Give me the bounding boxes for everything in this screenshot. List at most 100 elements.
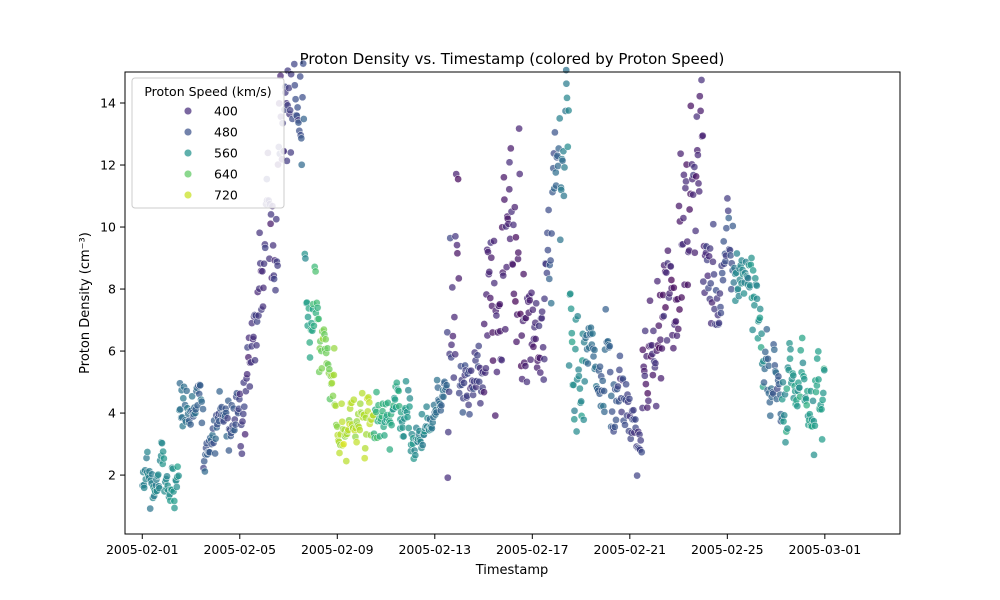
data-point [625,394,634,403]
data-point [657,374,665,383]
data-point [544,206,553,214]
y-tick-label: 10 [100,220,116,235]
data-point [491,411,500,420]
data-point [663,336,671,345]
data-point [238,417,247,426]
data-point [451,350,460,359]
legend-entry-label: 720 [214,188,238,203]
data-point [651,359,660,368]
data-point [539,375,548,384]
data-point [387,421,396,429]
legend-entries: 400 480 560 640 720 [183,104,238,203]
data-point [493,368,501,376]
data-point [569,381,578,389]
data-point [360,454,369,463]
data-point [817,405,826,414]
data-point [449,373,458,382]
y-tick-label: 12 [100,158,116,173]
data-point [484,248,492,256]
data-point [380,431,389,440]
data-point [813,354,822,363]
data-point [158,439,166,448]
data-point [564,106,573,115]
data-point [547,229,556,238]
data-point [531,335,540,343]
plot-frame [124,71,901,535]
data-point [447,340,456,349]
data-point [747,254,756,262]
data-point [709,257,717,266]
legend-entry-label: 560 [214,146,238,161]
data-point [677,293,686,302]
data-point [290,81,299,90]
data-point [565,361,573,370]
data-point [666,262,675,271]
data-point [718,269,727,277]
data-point [509,221,518,229]
data-point [243,370,251,379]
data-point [756,305,765,313]
data-point [664,246,672,255]
legend-marker [183,127,193,137]
data-point [605,342,614,351]
data-point [633,471,641,480]
data-point [616,352,624,360]
data-point [560,163,569,172]
data-point [526,355,535,364]
data-point [782,384,791,393]
data-point [638,345,647,354]
data-point [476,399,485,408]
data-point [197,397,206,406]
data-point [766,411,775,420]
data-point [451,232,460,241]
data-point [272,215,281,224]
data-point [692,172,700,181]
data-point [174,471,183,480]
legend-entry-label: 400 [214,104,238,119]
legend-marker [183,148,193,158]
data-point [715,319,723,327]
data-point [694,179,703,188]
data-point [510,203,519,212]
data-point [211,434,220,443]
data-point [774,372,783,381]
data-point [757,329,766,338]
data-point [286,148,295,157]
data-point [439,392,448,401]
data-point [298,93,307,102]
data-point [631,415,640,424]
data-point [301,254,310,263]
data-point [798,334,807,342]
data-point [644,396,653,405]
data-point [521,362,530,370]
data-point [658,344,666,353]
data-point [551,128,559,137]
data-point [589,352,598,361]
data-point [667,276,676,284]
data-point [600,407,609,416]
data-point [251,356,259,365]
data-point [199,405,207,413]
data-point [799,359,807,367]
legend-marker [183,106,193,116]
data-point [555,114,564,123]
x-tick-label: 2005-02-09 [301,542,374,557]
data-point [473,351,482,360]
data-point [786,354,794,363]
data-point [433,376,441,384]
data-point [448,283,457,292]
data-point [198,419,206,427]
data-point [305,338,314,347]
data-point [781,438,790,447]
data-point [532,299,541,308]
data-point [404,386,413,395]
data-point [455,389,464,397]
data-point [709,220,718,229]
legend-marker [183,190,193,200]
data-point [536,368,545,377]
data-point [679,214,688,222]
data-point [814,347,823,356]
data-point [495,300,504,309]
data-point [573,312,582,321]
data-point [356,399,365,408]
